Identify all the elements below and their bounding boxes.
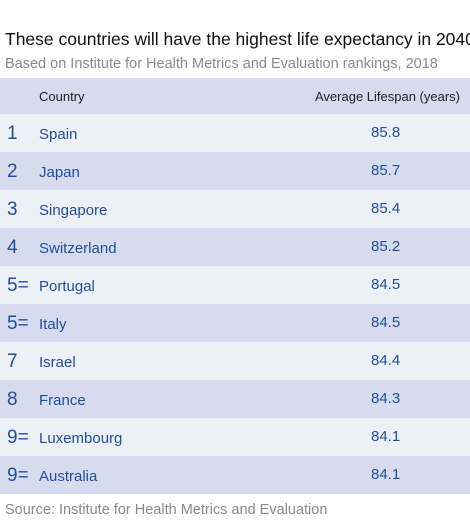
table-row: 3 Singapore 85.4 — [0, 190, 470, 228]
table-body: 1 Spain 85.8 2 Japan 85.7 3 Singapore 85.4 4 Switz… — [0, 114, 470, 494]
life-expectancy-table: Country Average Lifespan (years) 1 Spain 8… — [0, 78, 470, 494]
column-header-country: Country — [39, 89, 85, 104]
table-row: 8 France 84.3 — [0, 380, 470, 418]
country-name: France — [39, 392, 86, 409]
country-name: Switzerland — [39, 240, 117, 257]
country-name: Japan — [39, 164, 80, 181]
table-row: 9= Australia 84.1 — [0, 456, 470, 494]
rank-label: 9= — [7, 427, 29, 448]
country-name: Israel — [39, 354, 76, 371]
lifespan-value: 84.1 — [371, 428, 401, 445]
table-row: 5= Portugal 84.5 — [0, 266, 470, 304]
table-row: 9= Luxembourg 84.1 — [0, 418, 470, 456]
country-name: Luxembourg — [39, 430, 123, 447]
table-header: Country Average Lifespan (years) — [0, 78, 470, 114]
lifespan-value: 84.4 — [371, 352, 401, 369]
lifespan-value: 84.3 — [371, 390, 401, 407]
table-row: 1 Spain 85.8 — [0, 114, 470, 152]
country-name: Australia — [39, 468, 98, 485]
table-row: 4 Switzerland 85.2 — [0, 228, 470, 266]
country-name: Singapore — [39, 202, 108, 219]
lifespan-value: 84.5 — [371, 276, 401, 293]
chart-subtitle: Based on Institute for Health Metrics an… — [5, 56, 438, 72]
table-row: 7 Israel 84.4 — [0, 342, 470, 380]
source-note: Source: Institute for Health Metrics and… — [5, 502, 328, 518]
country-name: Spain — [39, 126, 78, 143]
rank-label: 5= — [7, 275, 29, 296]
rank-label: 3 — [7, 199, 18, 220]
lifespan-value: 85.8 — [371, 124, 401, 141]
lifespan-value: 85.2 — [371, 238, 401, 255]
country-name: Italy — [39, 316, 67, 333]
rank-label: 9= — [7, 465, 29, 486]
rank-label: 5= — [7, 313, 29, 334]
table-row: 2 Japan 85.7 — [0, 152, 470, 190]
lifespan-value: 84.1 — [371, 466, 401, 483]
rank-label: 7 — [7, 351, 18, 372]
chart-title: These countries will have the highest li… — [5, 29, 470, 49]
rank-label: 2 — [7, 161, 18, 182]
rank-label: 8 — [7, 389, 18, 410]
rank-label: 4 — [7, 237, 18, 258]
column-header-lifespan: Average Lifespan (years) — [314, 89, 460, 104]
lifespan-value: 84.5 — [371, 314, 401, 331]
lifespan-value: 85.7 — [371, 162, 401, 179]
rank-label: 1 — [7, 123, 18, 144]
lifespan-value: 85.4 — [371, 200, 401, 217]
country-name: Portugal — [39, 278, 95, 295]
table-row: 5= Italy 84.5 — [0, 304, 470, 342]
